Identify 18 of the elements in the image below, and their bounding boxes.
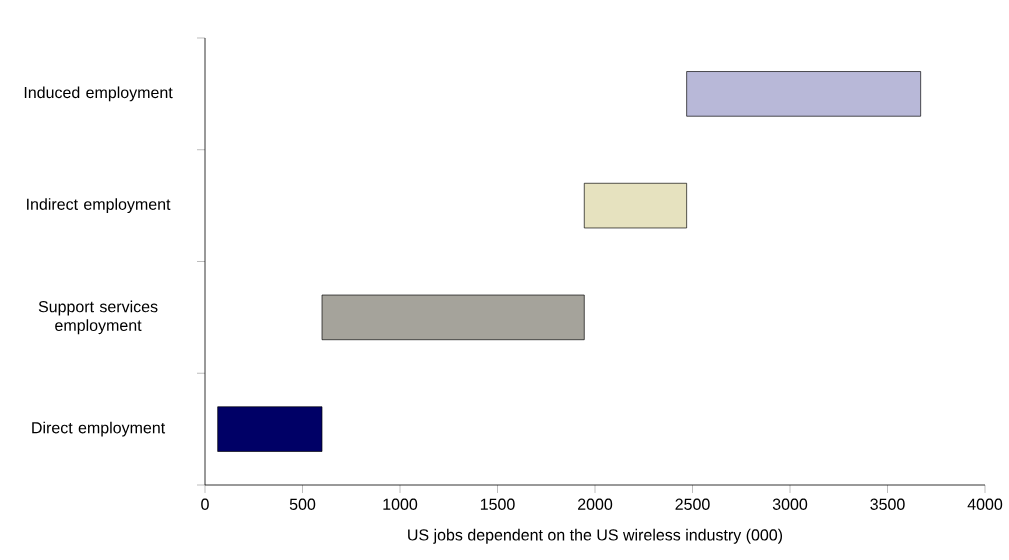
y-tick-label: Direct employment	[32, 421, 166, 437]
x-tick-label: 2000	[578, 498, 613, 510]
bar	[217, 406, 323, 452]
x-tick-label: 0	[201, 498, 209, 510]
bar	[686, 71, 921, 117]
x-tick-label: 1500	[480, 498, 515, 510]
x-tick-label: 3000	[772, 498, 808, 510]
y-tick-label: Support services employment	[38, 300, 158, 335]
x-tick-label: 4000	[967, 498, 1003, 510]
y-tick-label: Indirect employment	[27, 198, 171, 214]
x-tick-label: 3500	[870, 498, 905, 510]
x-tick-label: 500	[289, 498, 316, 510]
bar	[321, 294, 585, 341]
x-tick-label: 2500	[675, 498, 710, 510]
bar	[583, 182, 687, 229]
y-tick-label: Induced employment	[24, 86, 173, 102]
x-axis-title: US jobs dependent on the US wireless industry (000)	[408, 528, 783, 544]
x-tick-label: 1000	[383, 498, 418, 510]
